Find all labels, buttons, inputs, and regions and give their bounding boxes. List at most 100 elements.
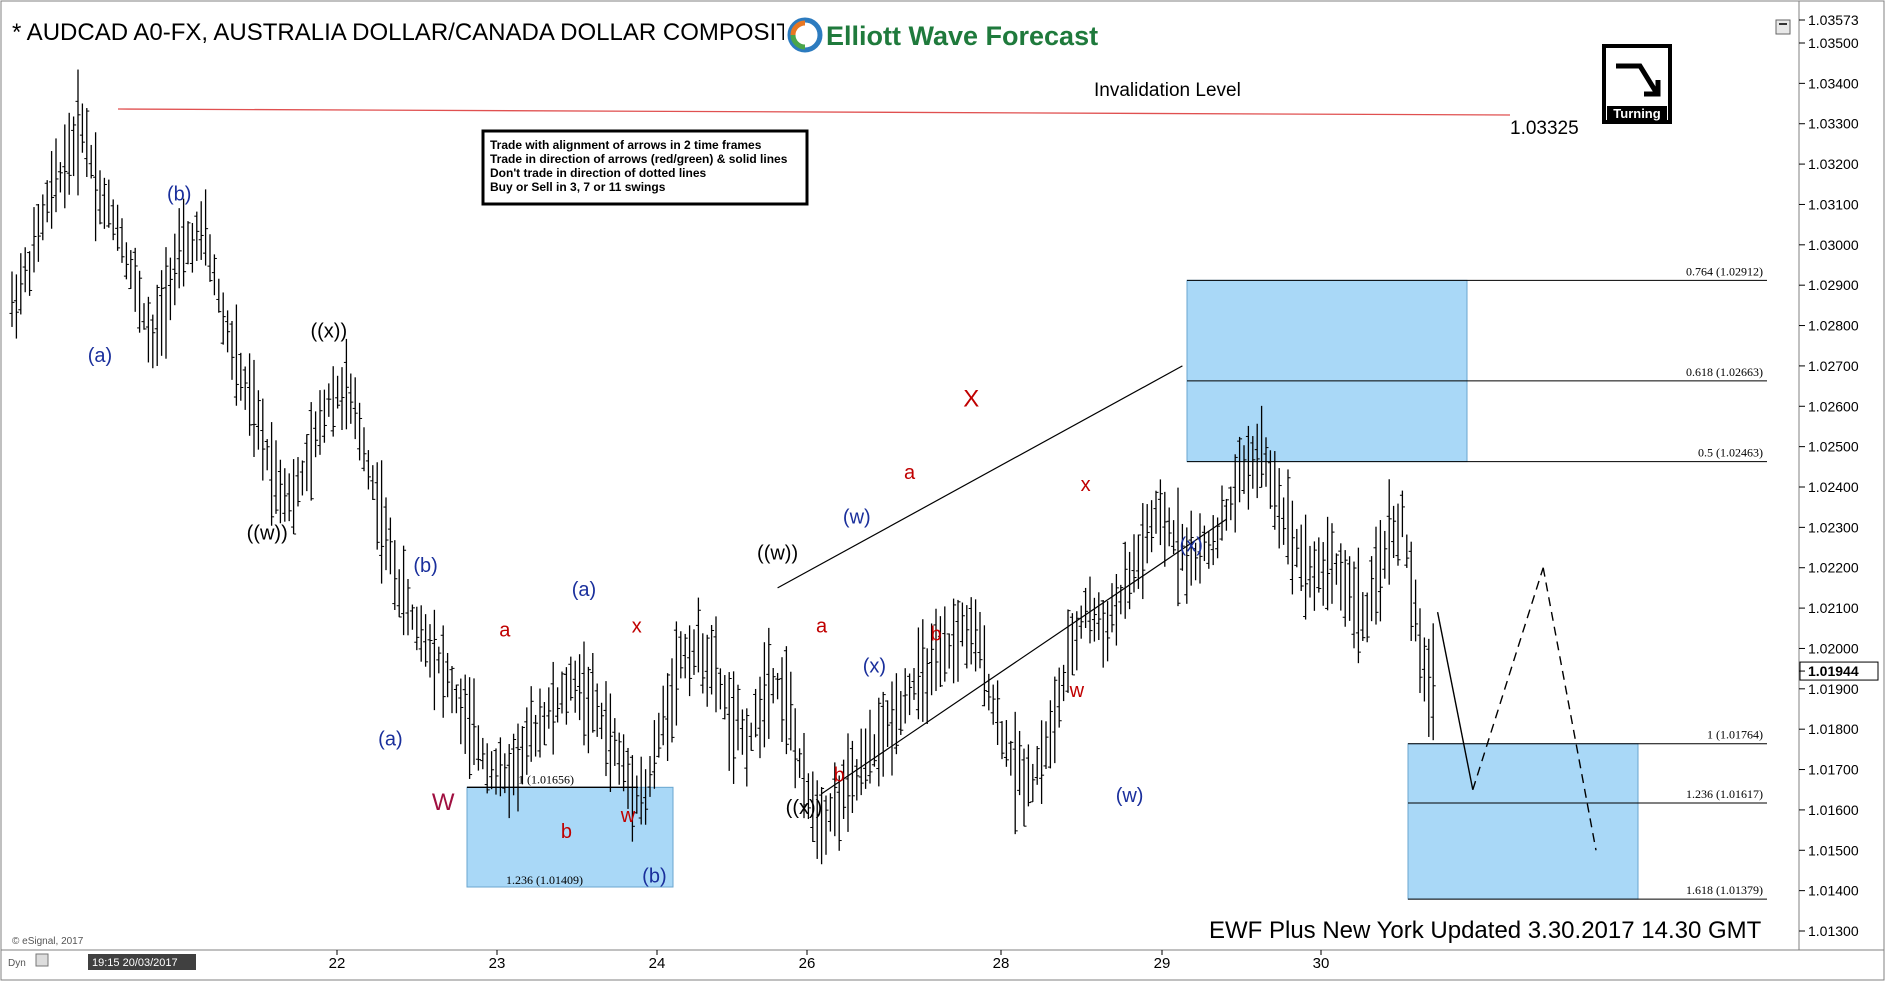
lower-target-zone [1407, 743, 1639, 900]
time-tick-label: 26 [799, 955, 816, 972]
wave-label: (b) [167, 183, 191, 205]
invalidation-line [117, 108, 1511, 116]
turning-arrow-icon [1616, 63, 1661, 97]
fib-label: 0.618 (1.02663) [1686, 365, 1763, 379]
price-tick-label: 1.01500 [1808, 842, 1859, 858]
wave-label: ((x)) [310, 321, 347, 343]
wave-label: X [963, 385, 979, 412]
time-tick-label: 24 [649, 955, 666, 972]
time-tick-label: 28 [993, 955, 1010, 972]
wave-channels [777, 365, 1597, 851]
channel-lower-line [821, 518, 1227, 795]
turning-label: Turning [1613, 106, 1660, 121]
ewf-logo: Elliott Wave Forecast [784, 14, 1098, 53]
price-tick-label: 1.02700 [1808, 358, 1859, 374]
wave-label: b [930, 623, 941, 645]
price-tick-label: 1.03573 [1808, 12, 1859, 28]
wave-label: W [432, 789, 455, 816]
projection-path [1542, 567, 1597, 851]
wave-label: ((w)) [757, 543, 798, 565]
price-tick-label: 1.01600 [1808, 802, 1859, 818]
price-tick-label: 1.02300 [1808, 519, 1859, 535]
wave-label: (x) [863, 656, 886, 678]
logo-text: Elliott Wave Forecast [826, 21, 1098, 51]
wave-label: (b) [413, 555, 437, 577]
wave-label: (b) [642, 866, 666, 888]
invalidation-value: 1.03325 [1510, 118, 1579, 139]
price-tick-label: 1.03100 [1808, 196, 1859, 212]
time-tick-label: 23 [489, 955, 506, 972]
wave-label: (a) [88, 345, 112, 367]
price-tick-label: 1.01800 [1808, 721, 1859, 737]
rule-line-4: Buy or Sell in 3, 7 or 11 swings [490, 180, 666, 194]
time-axis[interactable] [0, 949, 1885, 981]
wave-label: (x) [1180, 535, 1203, 557]
wave-label: (w) [843, 506, 871, 528]
price-tick-label: 1.02500 [1808, 439, 1859, 455]
price-axis[interactable] [1798, 0, 1885, 951]
price-tick-label: 1.02100 [1808, 600, 1859, 616]
price-bars [9, 69, 1436, 865]
price-tick-label: 1.02000 [1808, 640, 1859, 656]
fib-label: 0.5 (1.02463) [1698, 446, 1763, 460]
fib-label: 1.236 (1.01617) [1686, 787, 1763, 801]
price-tick-label: 1.03000 [1808, 237, 1859, 253]
wave-label: ((x)) [786, 797, 823, 819]
wave-label: x [632, 615, 642, 637]
update-text: EWF Plus New York Updated 3.30.2017 14.3… [1209, 917, 1762, 944]
price-tick-label: 1.03200 [1808, 156, 1859, 172]
time-tick-label: 29 [1154, 955, 1171, 972]
rules-box: Trade with alignment of arrows in 2 time… [481, 129, 809, 206]
price-axis-ticks: 1.03573 1.03500 1.03400 1.03300 1.03200 1.031… [1799, 12, 1879, 939]
invalidation-label: Invalidation Level [1094, 80, 1241, 101]
rule-line-2: Trade in direction of arrows (red/green)… [490, 152, 788, 166]
turning-badge: Turning [1602, 44, 1672, 124]
wave-label: (a) [378, 728, 402, 750]
scroll-button[interactable] [35, 953, 49, 967]
price-tick-label: 1.02900 [1808, 277, 1859, 293]
left-target-zone [466, 786, 674, 888]
wave-label: a [904, 462, 916, 484]
price-tick-label: 1.03400 [1808, 75, 1859, 91]
wave-label: (w) [1116, 785, 1144, 807]
price-tick-label: 1.02800 [1808, 318, 1859, 334]
price-tick-label: 1.03500 [1808, 35, 1859, 51]
wave-label: x [1081, 474, 1091, 496]
wave-label: b [561, 821, 572, 843]
wave-label: w [620, 805, 636, 827]
copyright: © eSignal, 2017 [12, 936, 84, 947]
time-axis-ticks: 22 23 24 26 28 29 30 [329, 950, 1330, 972]
wave-label: a [499, 619, 511, 641]
price-tick-label: 1.01700 [1808, 762, 1859, 778]
price-tick-label: 1.02200 [1808, 560, 1859, 576]
wave-label: (a) [572, 579, 596, 601]
time-tick-label: 22 [329, 955, 346, 972]
price-tick-label: 1.03300 [1808, 116, 1859, 132]
fib-label: 0.764 (1.02912) [1686, 264, 1763, 278]
price-tick-label: 1.01300 [1808, 923, 1859, 939]
time-tick-label: 30 [1313, 955, 1330, 972]
rule-line-3: Don't trade in direction of dotted lines [490, 166, 707, 180]
rule-line-1: Trade with alignment of arrows in 2 time… [490, 138, 762, 152]
fib-label: 1 (1.01764) [1707, 728, 1763, 742]
price-tick-label: 1.01400 [1808, 883, 1859, 899]
symbol-title: * AUDCAD A0-FX, AUSTRALIA DOLLAR/CANADA … [12, 19, 807, 46]
projection-path [1436, 611, 1474, 790]
fib-label: 1 (1.01656) [518, 772, 574, 786]
corner-label: Dyn [8, 958, 26, 969]
wave-label: b [834, 765, 845, 787]
channel-upper-line [777, 365, 1183, 589]
wave-label: a [816, 615, 828, 637]
projection-path [1472, 567, 1544, 790]
price-tick-label: 1.01944 [1808, 663, 1859, 679]
upper-target-zone [1186, 279, 1468, 463]
price-tick-label: 1.01900 [1808, 681, 1859, 697]
wave-label: w [1069, 680, 1085, 702]
fib-label: 1.618 (1.01379) [1686, 883, 1763, 897]
price-tick-label: 1.02600 [1808, 398, 1859, 414]
wave-label: ((w)) [247, 522, 288, 544]
window-control-button[interactable] [1775, 19, 1791, 35]
wave-labels: (a) (b) ((w)) ((x)) (b) (a) Wa b (a) x w (b) ((w)) ((… [88, 183, 1203, 887]
